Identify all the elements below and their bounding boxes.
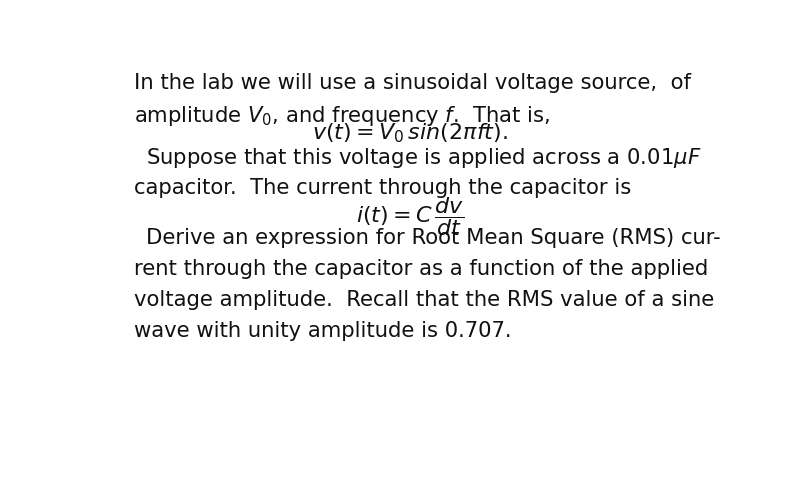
Text: In the lab we will use a sinusoidal voltage source,  of: In the lab we will use a sinusoidal volt… [134,73,691,92]
Text: amplitude $V_0$, and frequency $f$.  That is,: amplitude $V_0$, and frequency $f$. That… [134,104,550,128]
Text: $i(t) = C\,\dfrac{dv}{dt}$: $i(t) = C\,\dfrac{dv}{dt}$ [356,196,464,239]
Text: $v(t) = V_0\,sin(2\pi ft).$: $v(t) = V_0\,sin(2\pi ft).$ [312,122,508,145]
Text: wave with unity amplitude is 0.707.: wave with unity amplitude is 0.707. [134,321,512,341]
Text: capacitor.  The current through the capacitor is: capacitor. The current through the capac… [134,177,631,198]
Text: rent through the capacitor as a function of the applied: rent through the capacitor as a function… [134,259,708,279]
Text: Suppose that this voltage is applied across a $0.01\mu F$: Suppose that this voltage is applied acr… [146,146,702,170]
Text: Derive an expression for Root Mean Square (RMS) cur-: Derive an expression for Root Mean Squar… [146,228,721,247]
Text: voltage amplitude.  Recall that the RMS value of a sine: voltage amplitude. Recall that the RMS v… [134,290,714,310]
